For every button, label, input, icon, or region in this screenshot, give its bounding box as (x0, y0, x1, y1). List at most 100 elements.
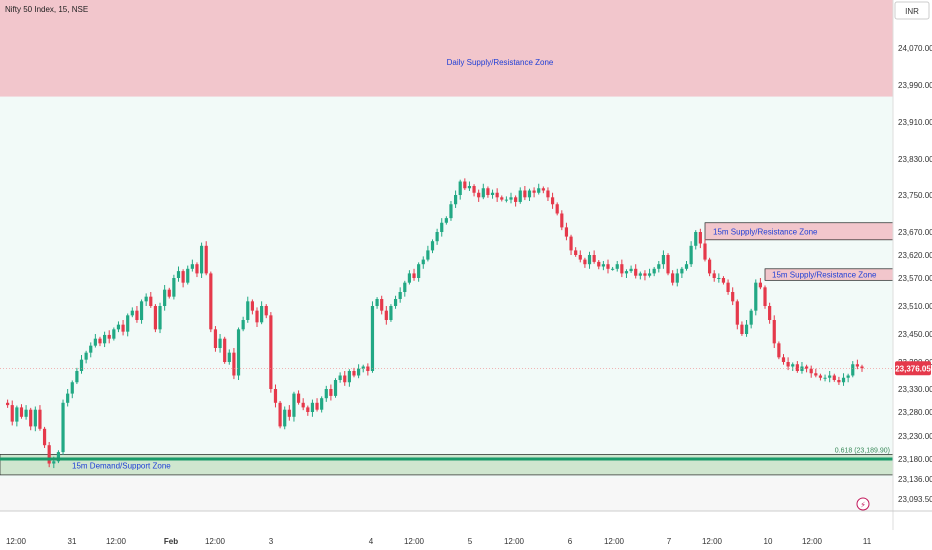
candle-body[interactable] (149, 296, 153, 306)
candle-body[interactable] (42, 428, 47, 446)
candle-body[interactable] (786, 362, 790, 367)
candle-body[interactable] (380, 299, 384, 311)
candle-body[interactable] (260, 306, 264, 323)
candle-body[interactable] (601, 264, 605, 267)
candle-body[interactable] (652, 268, 656, 274)
candle-body[interactable] (223, 338, 227, 362)
candle-body[interactable] (320, 398, 324, 410)
candle-body[interactable] (564, 227, 569, 237)
candle-body[interactable] (19, 407, 24, 417)
candle-body[interactable] (306, 407, 310, 412)
candle-body[interactable] (463, 181, 467, 189)
candle-body[interactable] (555, 204, 559, 214)
candle-body[interactable] (352, 371, 356, 376)
candle-body[interactable] (777, 343, 781, 358)
candle-body[interactable] (209, 273, 213, 330)
candle-body[interactable] (273, 389, 278, 403)
candle-body[interactable] (89, 345, 93, 353)
candle-body[interactable] (444, 218, 448, 223)
candle-body[interactable] (860, 366, 864, 369)
candle-body[interactable] (61, 402, 65, 453)
candle-body[interactable] (412, 273, 416, 278)
candle-body[interactable] (315, 402, 319, 410)
candle-body[interactable] (490, 192, 495, 195)
candle-body[interactable] (292, 393, 296, 417)
lightning-icon[interactable] (856, 497, 870, 511)
candle-body[interactable] (417, 264, 421, 278)
candle-body[interactable] (823, 377, 827, 379)
candle-body[interactable] (624, 271, 629, 274)
candle-body[interactable] (29, 409, 33, 427)
candle-body[interactable] (389, 306, 393, 320)
candle-body[interactable] (477, 192, 481, 198)
candle-body[interactable] (176, 271, 181, 278)
candle-body[interactable] (84, 352, 88, 360)
candle-body[interactable] (296, 393, 301, 403)
candle-body[interactable] (310, 402, 315, 412)
candle-body[interactable] (495, 192, 499, 198)
candle-body[interactable] (435, 232, 439, 242)
candle-body[interactable] (583, 259, 587, 265)
candle-body[interactable] (70, 382, 74, 394)
candle-body[interactable] (10, 405, 14, 422)
candle-body[interactable] (47, 445, 51, 464)
candle-body[interactable] (740, 324, 744, 334)
candle-body[interactable] (744, 324, 749, 334)
candle-body[interactable] (246, 301, 250, 320)
candle-body[interactable] (481, 188, 485, 198)
candle-body[interactable] (301, 402, 305, 408)
candle-body[interactable] (541, 188, 545, 191)
candle-body[interactable] (518, 190, 522, 202)
candle-body[interactable] (643, 273, 647, 276)
candle-body[interactable] (666, 255, 670, 274)
candle-body[interactable] (800, 366, 804, 372)
candle-body[interactable] (407, 273, 412, 283)
candle-body[interactable] (6, 402, 10, 406)
candle-body[interactable] (66, 393, 70, 403)
price-axis[interactable]: 24,070.00 23,990.00 23,910.00 23,830.00 23,7… (895, 44, 932, 504)
candle-body[interactable] (500, 197, 504, 200)
candle-body[interactable] (855, 364, 859, 367)
candle-body[interactable] (523, 190, 527, 198)
candle-body[interactable] (504, 199, 508, 201)
candle-body[interactable] (163, 289, 167, 306)
candle-body[interactable] (828, 375, 832, 378)
candle-body[interactable] (611, 268, 615, 270)
candle-body[interactable] (694, 232, 698, 246)
candle-body[interactable] (680, 268, 684, 274)
candle-body[interactable] (195, 264, 199, 274)
candle-body[interactable] (38, 409, 42, 429)
candle-body[interactable] (514, 197, 518, 202)
candle-body[interactable] (620, 264, 624, 274)
candle-body[interactable] (467, 186, 472, 189)
candle-body[interactable] (116, 324, 121, 330)
candle-body[interactable] (144, 296, 148, 302)
candle-body[interactable] (509, 197, 513, 200)
candle-body[interactable] (647, 273, 652, 276)
candle-body[interactable] (33, 409, 37, 427)
candle-body[interactable] (675, 273, 679, 283)
candle-body[interactable] (403, 282, 407, 292)
candle-body[interactable] (758, 282, 762, 288)
candle-body[interactable] (121, 324, 125, 332)
candle-body[interactable] (107, 334, 111, 339)
candle-body[interactable] (324, 389, 328, 399)
candle-body[interactable] (735, 301, 739, 325)
candle-body[interactable] (721, 278, 726, 283)
candle-body[interactable] (384, 310, 388, 320)
candle-body[interactable] (269, 315, 273, 389)
candle-body[interactable] (227, 352, 231, 362)
candle-body[interactable] (532, 190, 536, 193)
candle-body[interactable] (24, 409, 28, 417)
candle-body[interactable] (597, 261, 601, 267)
candle-body[interactable] (103, 334, 107, 344)
candle-body[interactable] (366, 366, 370, 372)
candle-body[interactable] (717, 278, 721, 279)
candle-body[interactable] (698, 232, 702, 244)
candle-body[interactable] (139, 301, 144, 320)
candle-body[interactable] (791, 364, 795, 367)
candle-body[interactable] (453, 195, 458, 205)
candle-body[interactable] (218, 338, 222, 348)
candle-body[interactable] (343, 375, 347, 383)
candle-body[interactable] (449, 204, 453, 219)
